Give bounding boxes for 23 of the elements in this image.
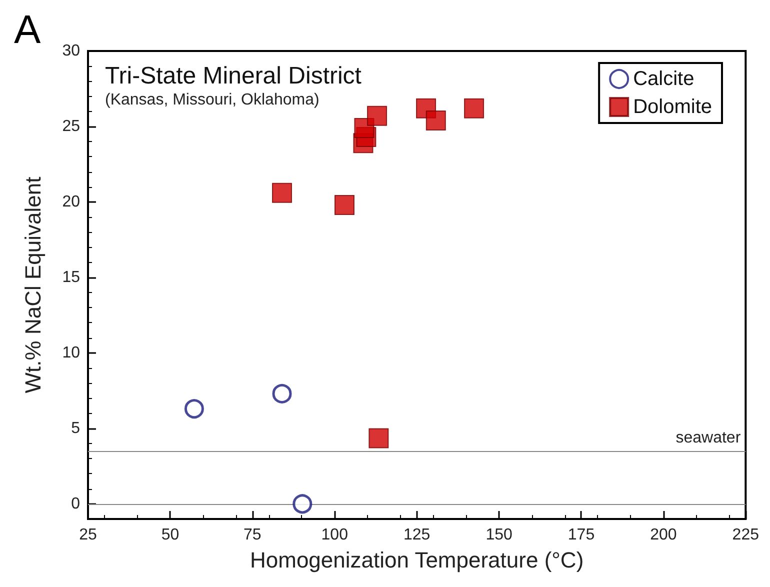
x-tick-label: 75 — [244, 526, 262, 544]
y-tick-label: 15 — [62, 268, 80, 286]
x-tick-label: 150 — [486, 526, 512, 544]
x-axis-title: Homogenization Temperature (°C) — [250, 548, 584, 572]
y-tick-label: 5 — [71, 420, 80, 437]
x-tick-label: 200 — [650, 526, 677, 544]
x-tick-label: 125 — [403, 526, 430, 544]
x-tick-label: 225 — [732, 526, 760, 544]
y-tick-label: 0 — [71, 495, 80, 512]
text: (Kansas, Missouri, Oklahoma) — [105, 92, 320, 108]
y-tick-label: 10 — [62, 344, 80, 362]
y-tick-label: 30 — [62, 42, 80, 60]
text: A — [14, 8, 41, 52]
legend-label: Calcite — [633, 68, 694, 90]
x-tick-label: 175 — [568, 526, 595, 544]
text: Tri-State Mineral District — [105, 62, 362, 90]
x-tick-label: 100 — [321, 526, 348, 544]
x-tick-label: 50 — [161, 526, 180, 544]
y-tick-label: 25 — [62, 118, 80, 135]
y-axis-title: Wt.% NaCl Equivalent — [20, 176, 46, 394]
y-tick-label: 20 — [62, 193, 80, 210]
legend-label: Dolomite — [633, 96, 712, 118]
ref-line-label: seawater — [676, 430, 742, 447]
